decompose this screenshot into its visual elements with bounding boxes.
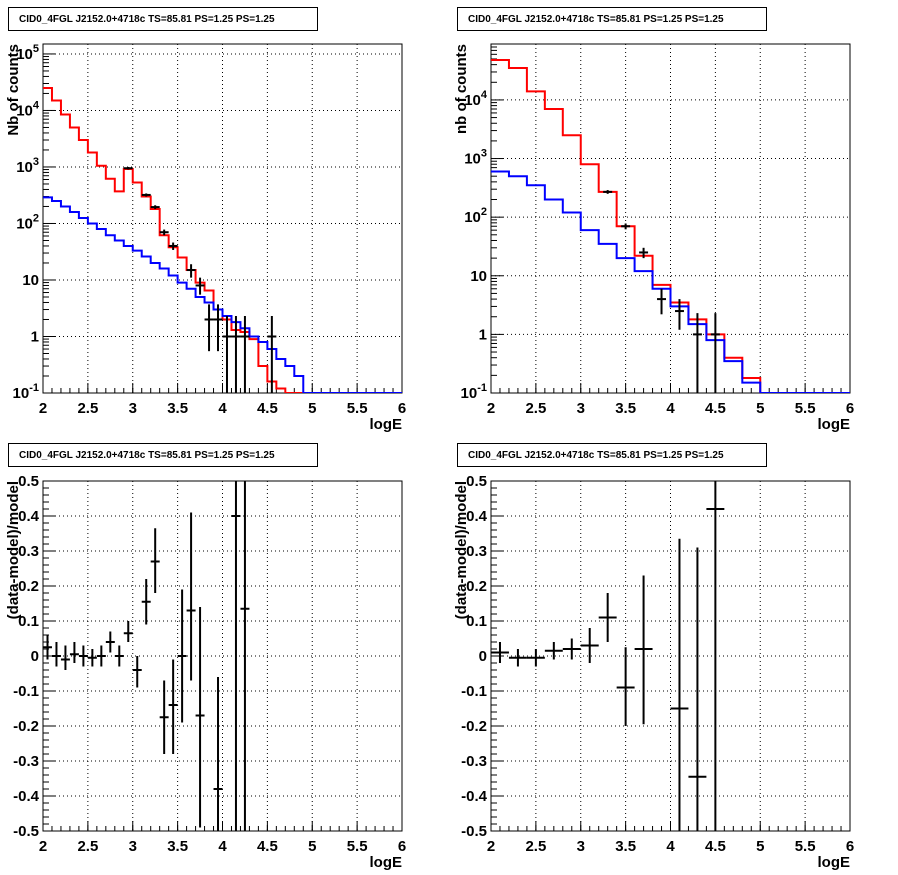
x-tick-label: 4.5 (705, 838, 726, 855)
chart-title-bottom-left: CID0_4FGL J2152.0+4718c TS=85.81 PS=1.25… (8, 443, 318, 467)
plot-frame (42, 43, 403, 394)
y-axis-label: (data-model)/model (453, 481, 470, 619)
y-tick-label: -0.3 (13, 753, 39, 770)
x-tick-label: 5.5 (347, 400, 368, 417)
y-tick-label: 0.4 (466, 508, 488, 525)
y-tick-label: 0.1 (18, 613, 39, 630)
y-tick-label: 0.5 (466, 473, 487, 490)
y-tick-label: 10-1 (13, 382, 39, 402)
chart-title-bottom-right: CID0_4FGL J2152.0+4718c TS=85.81 PS=1.25… (457, 443, 767, 467)
x-tick-label: 2 (39, 400, 47, 417)
x-tick-label: 3.5 (167, 838, 188, 855)
y-tick-label: -0.1 (13, 683, 39, 700)
y-tick-label: -0.2 (13, 718, 39, 735)
y-tick-label: 104 (464, 89, 488, 109)
x-tick-label: 2.5 (77, 400, 98, 417)
x-tick-label: 4 (666, 400, 675, 417)
series-blue-step-line (491, 170, 850, 393)
y-tick-label: 10 (22, 272, 39, 289)
y-tick-label: 0.3 (18, 543, 39, 560)
y-tick-label: 0.4 (18, 508, 40, 525)
y-tick-label: 10 (470, 268, 487, 285)
x-tick-label: 3.5 (167, 400, 188, 417)
series-group (43, 86, 402, 393)
series-group (491, 481, 725, 831)
x-axis-label: logE (370, 854, 403, 871)
y-tick-label: -0.1 (461, 683, 487, 700)
y-tick-label: 0.1 (466, 613, 487, 630)
x-tick-label: 3 (129, 838, 137, 855)
y-tick-label: 0 (479, 648, 487, 665)
x-tick-label: 4.5 (257, 400, 278, 417)
x-tick-label: 4.5 (257, 838, 278, 855)
y-tick-label: 102 (464, 206, 487, 226)
x-tick-label: 3.5 (615, 400, 636, 417)
y-tick-label: -0.3 (461, 753, 487, 770)
y-tick-label: -0.4 (13, 788, 40, 805)
x-tick-label: 5.5 (347, 838, 368, 855)
series-group (43, 481, 250, 831)
x-axis-label: logE (370, 416, 403, 433)
chart-title-top-left: CID0_4FGL J2152.0+4718c TS=85.81 PS=1.25… (8, 7, 318, 31)
x-tick-label: 2.5 (525, 838, 546, 855)
x-tick-label: 4 (218, 838, 227, 855)
y-tick-label: 0 (31, 648, 39, 665)
y-tick-label: 105 (16, 43, 39, 63)
x-tick-label: 3 (577, 838, 585, 855)
y-tick-label: -0.2 (461, 718, 487, 735)
x-tick-label: 5 (756, 400, 764, 417)
series-blue-step-line (43, 196, 402, 393)
y-tick-label: 104 (16, 99, 40, 119)
x-tick-label: 4.5 (705, 400, 726, 417)
x-tick-label: 6 (846, 838, 854, 855)
y-tick-label: 102 (16, 212, 39, 232)
x-tick-label: 6 (398, 838, 406, 855)
y-axis-label: nb of counts (453, 44, 470, 134)
x-tick-label: 5 (308, 838, 316, 855)
series-red-step-line (43, 86, 402, 393)
y-tick-label: 10-1 (461, 382, 487, 402)
y-tick-label: 1 (31, 328, 39, 345)
x-tick-label: 4 (218, 400, 227, 417)
x-tick-label: 2 (39, 838, 47, 855)
x-tick-label: 5 (756, 838, 764, 855)
y-tick-label: -0.5 (13, 823, 39, 840)
x-tick-label: 5.5 (795, 400, 816, 417)
y-tick-label: -0.4 (461, 788, 488, 805)
x-tick-label: 3 (129, 400, 137, 417)
x-tick-label: 3.5 (615, 838, 636, 855)
y-tick-label: -0.5 (461, 823, 487, 840)
x-tick-label: 5.5 (795, 838, 816, 855)
x-tick-label: 6 (846, 400, 854, 417)
x-tick-label: 6 (398, 400, 406, 417)
x-tick-label: 3 (577, 400, 585, 417)
series-group (491, 59, 850, 393)
x-axis-label: logE (818, 854, 851, 871)
y-tick-label: 0.5 (18, 473, 39, 490)
y-axis-label: Nb of counts (5, 44, 22, 136)
y-tick-label: 0.2 (18, 578, 39, 595)
x-tick-label: 2 (487, 838, 495, 855)
y-tick-label: 0.3 (466, 543, 487, 560)
x-tick-label: 2.5 (77, 838, 98, 855)
x-tick-label: 5 (308, 400, 316, 417)
x-tick-label: 4 (666, 838, 675, 855)
x-axis-label: logE (818, 416, 851, 433)
y-axis-label: (data-model)/model (5, 481, 22, 619)
y-tick-label: 1 (479, 326, 487, 343)
x-tick-label: 2 (487, 400, 495, 417)
chart-title-top-right: CID0_4FGL J2152.0+4718c TS=85.81 PS=1.25… (457, 7, 767, 31)
y-tick-label: 0.2 (466, 578, 487, 595)
plot-frame (490, 43, 851, 394)
y-tick-label: 103 (16, 156, 39, 176)
y-tick-label: 103 (464, 148, 487, 168)
x-tick-label: 2.5 (525, 400, 546, 417)
